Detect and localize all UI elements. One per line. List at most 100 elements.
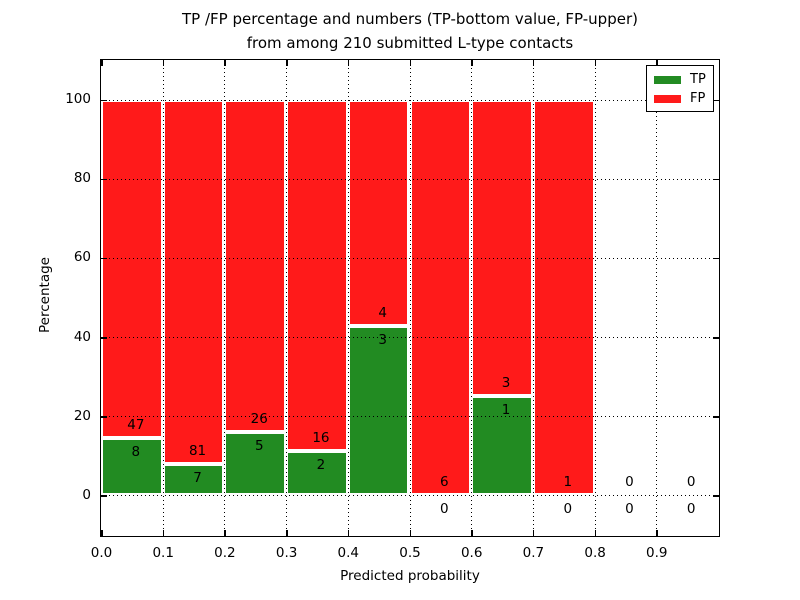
y-tick-label: 80 — [73, 170, 91, 187]
x-tick-mark-top — [594, 60, 597, 66]
x-tick-label: 0.3 — [275, 545, 298, 561]
bar-fp-segment — [224, 99, 287, 432]
y-tick-mark — [101, 178, 107, 181]
chart-title-line1: TP /FP percentage and numbers (TP-bottom… — [182, 10, 638, 28]
gridline-horizontal — [101, 178, 719, 180]
fp-count-label: 6 — [440, 474, 449, 491]
x-tick-mark — [532, 530, 535, 536]
tp-count-label: 3 — [378, 331, 387, 348]
legend-swatch-tp-icon — [654, 75, 681, 84]
x-tick-label: 0.5 — [399, 545, 421, 561]
x-tick-label: 0.9 — [646, 545, 668, 561]
fp-count-label: 16 — [312, 430, 330, 447]
y-tick-mark-right — [713, 337, 719, 339]
y-tick-mark-right — [713, 495, 719, 497]
x-tick-mark-top — [656, 60, 658, 66]
y-tick-label: 0 — [82, 486, 91, 503]
x-tick-mark-top — [101, 60, 103, 66]
gridline-vertical — [347, 60, 349, 536]
x-tick-mark — [162, 530, 165, 536]
y-tick-mark-right — [713, 416, 719, 418]
x-tick-mark-top — [409, 60, 411, 66]
gridline-vertical — [286, 60, 288, 536]
x-tick-label: 0.7 — [522, 545, 545, 561]
x-tick-mark — [471, 530, 473, 536]
tp-count-label: 0 — [686, 501, 696, 518]
y-axis-label: Percentage — [37, 257, 53, 333]
bar-fp-segment — [286, 99, 348, 452]
x-tick-mark-top — [532, 60, 535, 66]
x-tick-mark — [409, 530, 411, 536]
x-tick-mark-top — [286, 60, 288, 66]
fp-count-label: 81 — [188, 442, 207, 459]
fp-count-label: 26 — [250, 410, 268, 427]
chart-title-line2: from among 210 submitted L-type contacts — [246, 34, 574, 52]
y-tick-mark-right — [713, 178, 719, 181]
y-tick-mark — [101, 495, 107, 497]
gridline-vertical — [594, 60, 596, 536]
fp-count-label: 1 — [563, 474, 573, 491]
bar-fp-segment — [409, 99, 472, 496]
y-tick-mark — [101, 337, 107, 339]
gridline-horizontal — [101, 99, 719, 101]
x-tick-mark — [347, 530, 350, 536]
legend-label-fp: FP — [690, 91, 706, 106]
tp-count-label: 8 — [131, 443, 141, 460]
y-tick-label: 60 — [73, 249, 91, 266]
gridline-horizontal — [101, 495, 719, 497]
fp-count-label: 47 — [127, 416, 145, 433]
tp-count-label: 1 — [501, 402, 511, 419]
bar-tp-segment — [101, 437, 163, 496]
x-tick-mark-top — [347, 60, 350, 66]
legend-swatch-fp-icon — [654, 94, 681, 103]
x-tick-mark — [594, 530, 597, 536]
tp-count-label: 0 — [440, 501, 449, 518]
x-tick-label: 0.1 — [152, 545, 174, 561]
y-tick-mark — [101, 257, 107, 260]
legend: TP FP — [646, 65, 714, 112]
bar-fp-segment — [532, 99, 595, 496]
x-tick-mark — [656, 530, 658, 536]
x-tick-label: 0.2 — [214, 545, 236, 561]
gridline-vertical — [532, 60, 534, 536]
x-axis-label: Predicted probability — [340, 568, 480, 584]
fp-count-label: 0 — [686, 474, 696, 491]
y-tick-mark — [101, 99, 107, 102]
gridline-vertical — [224, 60, 226, 536]
y-tick-label: 100 — [65, 91, 91, 108]
fp-count-label: 0 — [625, 474, 634, 491]
fp-count-label: 4 — [378, 304, 387, 321]
gridline-vertical — [656, 60, 658, 536]
legend-entry-fp: FP — [647, 89, 713, 108]
y-tick-mark-right — [713, 99, 719, 102]
bar-fp-segment — [162, 99, 225, 464]
gridline-horizontal — [101, 337, 719, 339]
bar-tp-segment — [286, 451, 348, 496]
x-tick-mark — [286, 530, 288, 536]
tp-count-label: 2 — [316, 457, 326, 474]
x-tick-mark — [224, 530, 226, 536]
y-tick-label: 20 — [73, 407, 91, 424]
x-tick-label: 0.8 — [584, 545, 606, 561]
y-tick-mark — [101, 416, 107, 418]
plot-area: 47 8 81 7 26 5 16 2 4 3 6 0 3 1 1 0 0 0 0 0 — [100, 59, 720, 537]
gridline-vertical — [409, 60, 411, 536]
y-tick-mark-right — [713, 257, 719, 260]
gridline-vertical — [471, 60, 473, 536]
y-tick-label: 40 — [73, 328, 91, 345]
x-tick-mark-top — [224, 60, 226, 66]
tp-count-label: 7 — [193, 469, 202, 486]
fp-count-label: 3 — [501, 375, 511, 392]
x-tick-mark-top — [471, 60, 473, 66]
x-tick-label: 0.0 — [90, 545, 113, 561]
bar-fp-segment — [101, 99, 163, 438]
x-tick-label: 0.6 — [460, 545, 483, 561]
gridline-horizontal — [101, 257, 719, 259]
x-tick-mark-top — [162, 60, 165, 66]
x-tick-label: 0.4 — [337, 545, 360, 561]
gridline-vertical — [162, 60, 164, 536]
x-tick-mark — [101, 530, 103, 536]
bar-tp-segment — [347, 325, 410, 496]
legend-label-tp: TP — [690, 72, 706, 87]
